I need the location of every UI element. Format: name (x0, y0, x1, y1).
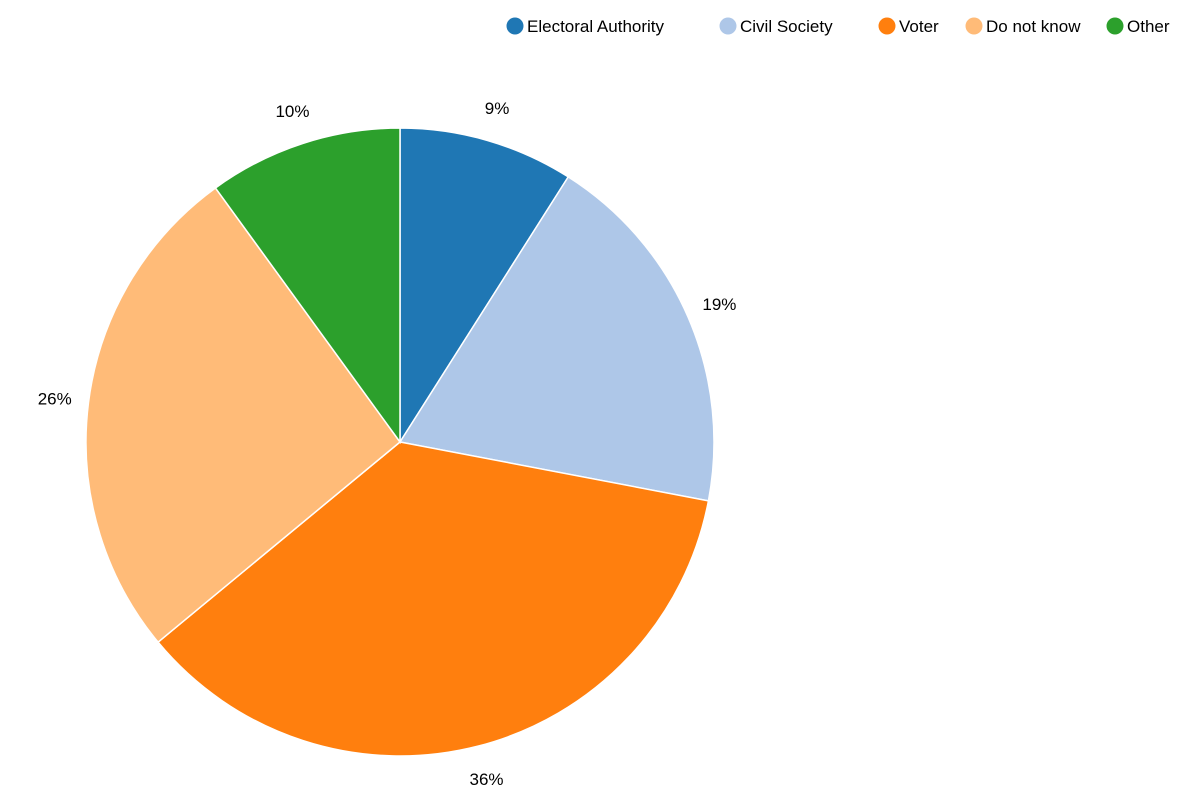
legend-label-voter: Voter (899, 17, 939, 36)
legend-swatch-civil-society (719, 17, 737, 35)
legend-swatch-voter (878, 17, 896, 35)
legend-swatch-do-not-know (965, 17, 983, 35)
legend-label-civil-society: Civil Society (740, 17, 833, 36)
pie-slice-civil-society[interactable] (398, 175, 715, 502)
legend-swatch-electoral-authority (506, 17, 524, 35)
legend: Electoral Authority Civil Society Voter … (506, 17, 1170, 36)
slice-label-civil-society: 19% (702, 295, 736, 314)
legend-swatch-other (1106, 17, 1124, 35)
legend-label-other: Other (1127, 17, 1170, 36)
legend-label-do-not-know: Do not know (986, 17, 1081, 36)
slice-label-do-not-know: 26% (38, 389, 72, 408)
legend-item-electoral-authority[interactable]: Electoral Authority (506, 17, 665, 36)
legend-label-electoral-authority: Electoral Authority (527, 17, 665, 36)
pie-slice-other[interactable] (214, 127, 401, 445)
legend-item-do-not-know[interactable]: Do not know (965, 17, 1082, 36)
pie-slices (85, 127, 715, 757)
pie-slice-do-not-know[interactable] (85, 186, 402, 644)
legend-item-other[interactable]: Other (1106, 17, 1170, 36)
legend-item-voter[interactable]: Voter (878, 17, 940, 36)
pie-slice-voter[interactable] (157, 441, 710, 757)
legend-item-civil-society[interactable]: Civil Society (719, 17, 834, 36)
slice-label-voter: 36% (470, 770, 504, 789)
pie-slice-labels: 9% 19% 36% 26% 10% (38, 99, 737, 789)
slice-label-other: 10% (275, 102, 309, 121)
slice-label-electoral-authority: 9% (485, 99, 510, 118)
pie-slice-electoral-authority[interactable] (399, 127, 570, 445)
